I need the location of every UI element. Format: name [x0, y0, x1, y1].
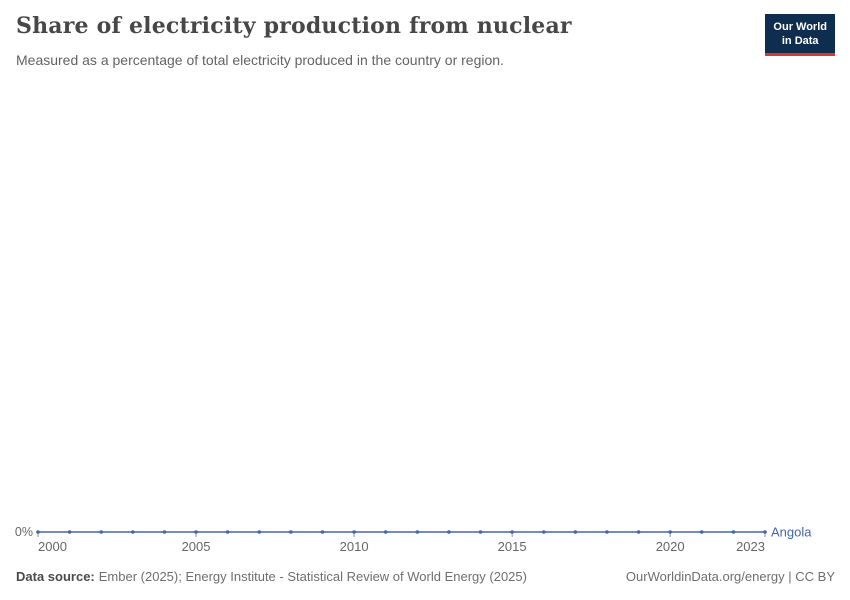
chart-subtitle: Measured as a percentage of total electr… — [16, 52, 504, 68]
x-axis-label: 2010 — [340, 539, 369, 554]
data-point[interactable] — [352, 530, 356, 534]
data-point[interactable] — [699, 530, 704, 534]
data-point[interactable] — [36, 530, 40, 534]
chart-footer: Data source: Ember (2025); Energy Institu… — [16, 569, 835, 584]
data-point[interactable] — [415, 530, 420, 534]
y-axis-label: 0% — [15, 525, 33, 539]
entity-label[interactable]: Angola — [771, 525, 812, 540]
data-point[interactable] — [510, 530, 514, 534]
data-point[interactable] — [478, 530, 483, 534]
owid-logo-line1: Our World — [773, 21, 827, 33]
data-point[interactable] — [636, 530, 641, 534]
data-point[interactable] — [541, 530, 546, 534]
data-point[interactable] — [731, 530, 736, 534]
data-source-text: Ember (2025); Energy Institute - Statist… — [98, 569, 527, 584]
data-point[interactable] — [763, 530, 767, 534]
data-point[interactable] — [131, 530, 135, 534]
owid-logo-line2: in Data — [781, 35, 819, 48]
data-point[interactable] — [668, 530, 672, 534]
data-point[interactable] — [225, 530, 230, 534]
footer-license[interactable]: CC BY — [795, 569, 835, 584]
data-point[interactable] — [383, 530, 388, 534]
x-axis-label: 2000 — [38, 539, 67, 554]
data-point[interactable] — [320, 530, 325, 534]
data-point[interactable] — [289, 530, 293, 534]
x-axis-label: 2015 — [498, 539, 527, 554]
data-point[interactable] — [67, 530, 72, 534]
data-point[interactable] — [162, 530, 167, 534]
data-point[interactable] — [257, 530, 262, 534]
data-source-label: Data source: — [16, 569, 95, 584]
chart-title: Share of electricity production from nuc… — [16, 13, 572, 39]
data-point[interactable] — [573, 530, 578, 534]
data-point[interactable] — [99, 530, 104, 534]
x-axis-label: 2005 — [182, 539, 211, 554]
data-source-note: Data source: Ember (2025); Energy Institu… — [16, 569, 527, 584]
x-axis-label: 2023 — [736, 539, 765, 554]
footer-url[interactable]: OurWorldinData.org/energy — [625, 569, 785, 584]
x-axis-label: 2020 — [656, 539, 685, 554]
footer-separator: | — [784, 569, 796, 584]
data-point[interactable] — [194, 530, 198, 534]
data-point[interactable] — [447, 530, 451, 534]
footer-credit: OurWorldinData.org/energy | CC BY — [626, 569, 835, 584]
owid-logo[interactable]: Our World in Data — [765, 14, 835, 56]
data-point[interactable] — [605, 530, 609, 534]
